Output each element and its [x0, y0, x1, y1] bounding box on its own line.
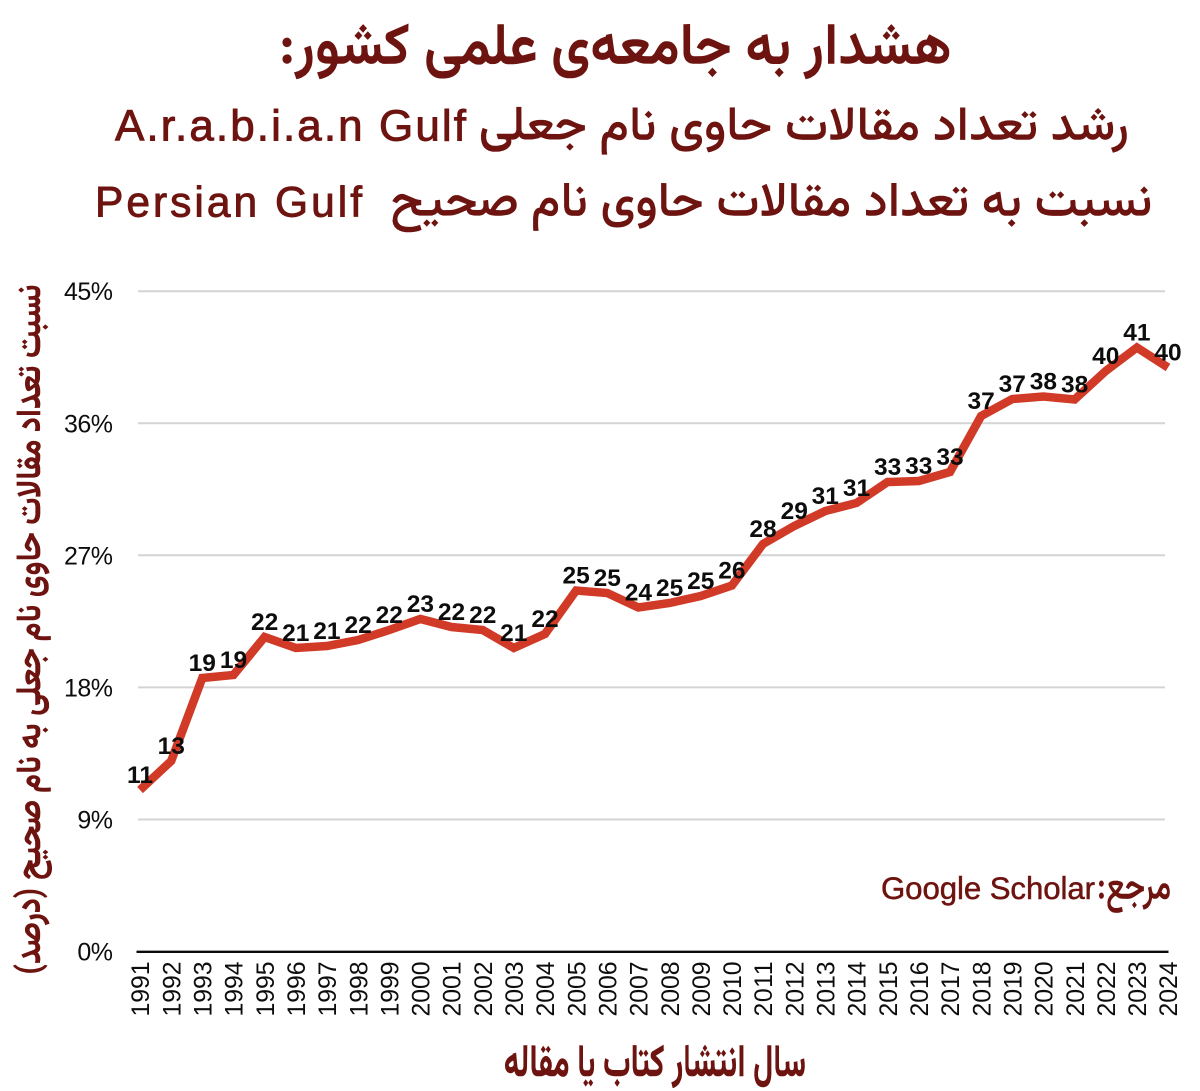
svg-text:41: 41 — [1123, 320, 1150, 347]
svg-text:33: 33 — [874, 454, 901, 481]
svg-text:45%: 45% — [64, 278, 113, 306]
svg-text:22: 22 — [376, 602, 403, 629]
svg-text:2012: 2012 — [782, 962, 809, 1017]
svg-text:2002: 2002 — [471, 962, 498, 1017]
svg-text:21: 21 — [313, 618, 340, 645]
svg-text:2021: 2021 — [1063, 962, 1090, 1017]
svg-text:1996: 1996 — [284, 962, 311, 1017]
svg-text:40: 40 — [1092, 343, 1119, 370]
svg-text:0%: 0% — [77, 939, 112, 967]
svg-text:26: 26 — [718, 558, 745, 585]
svg-text:38: 38 — [1030, 369, 1057, 396]
svg-text:2011: 2011 — [751, 962, 778, 1017]
svg-text:1993: 1993 — [191, 962, 218, 1017]
svg-text:2014: 2014 — [845, 961, 872, 1016]
svg-text:2019: 2019 — [1001, 962, 1028, 1017]
svg-text:2003: 2003 — [502, 962, 529, 1017]
svg-text:1992: 1992 — [159, 962, 186, 1017]
svg-text:23: 23 — [407, 591, 434, 618]
svg-text:9%: 9% — [77, 807, 112, 835]
svg-text:22: 22 — [251, 609, 278, 636]
svg-text:40: 40 — [1154, 340, 1181, 367]
svg-text:27%: 27% — [64, 542, 113, 570]
svg-text:2016: 2016 — [907, 962, 934, 1017]
svg-text:28: 28 — [749, 516, 776, 543]
svg-text:2013: 2013 — [814, 962, 841, 1017]
svg-text:1997: 1997 — [315, 962, 342, 1017]
svg-text:37: 37 — [999, 371, 1026, 398]
svg-text:Google Scholar: Google Scholar — [881, 871, 1095, 906]
svg-text:2022: 2022 — [1094, 962, 1121, 1017]
svg-text:2015: 2015 — [876, 962, 903, 1017]
svg-text:1998: 1998 — [346, 962, 373, 1017]
svg-text:33: 33 — [936, 444, 963, 471]
svg-text:2008: 2008 — [658, 962, 685, 1017]
svg-text:19: 19 — [220, 647, 247, 674]
svg-text:18%: 18% — [64, 674, 113, 702]
svg-text:25: 25 — [594, 565, 621, 592]
svg-text:2001: 2001 — [440, 962, 467, 1017]
svg-text:25: 25 — [562, 563, 589, 590]
svg-text:22: 22 — [438, 599, 465, 626]
svg-text:33: 33 — [905, 453, 932, 480]
svg-text:2007: 2007 — [627, 962, 654, 1017]
svg-text:11: 11 — [127, 762, 153, 789]
svg-text:22: 22 — [531, 606, 558, 633]
svg-text:29: 29 — [781, 498, 808, 525]
svg-text:2018: 2018 — [969, 962, 996, 1017]
svg-text:22: 22 — [469, 602, 496, 629]
svg-text:22: 22 — [344, 612, 371, 639]
svg-text:1995: 1995 — [253, 962, 280, 1017]
svg-text:2006: 2006 — [596, 962, 623, 1017]
svg-text:2017: 2017 — [938, 962, 965, 1017]
svg-text:2005: 2005 — [564, 962, 591, 1017]
svg-text:19: 19 — [189, 650, 216, 677]
svg-text:36%: 36% — [64, 410, 113, 438]
svg-text:2024: 2024 — [1156, 961, 1183, 1016]
svg-text:37: 37 — [967, 388, 994, 415]
svg-text:25: 25 — [656, 575, 683, 602]
svg-text:2009: 2009 — [689, 962, 716, 1017]
svg-text:1991: 1991 — [128, 962, 155, 1017]
svg-text:2004: 2004 — [533, 961, 560, 1016]
svg-text:21: 21 — [282, 620, 309, 647]
svg-text:2023: 2023 — [1125, 962, 1152, 1017]
svg-text:38: 38 — [1061, 372, 1088, 399]
svg-text:24: 24 — [625, 580, 653, 607]
svg-text:2010: 2010 — [720, 962, 747, 1017]
svg-text:2000: 2000 — [409, 962, 436, 1017]
svg-text:Persian Gulf: Persian Gulf — [95, 180, 362, 227]
svg-text:1999: 1999 — [377, 962, 404, 1017]
svg-text:31: 31 — [843, 475, 870, 502]
svg-text:25: 25 — [687, 568, 714, 595]
svg-text:1994: 1994 — [222, 961, 249, 1016]
svg-text:21: 21 — [500, 620, 527, 647]
svg-text:31: 31 — [812, 483, 839, 510]
svg-text:13: 13 — [158, 733, 185, 760]
svg-text:2020: 2020 — [1032, 962, 1059, 1017]
